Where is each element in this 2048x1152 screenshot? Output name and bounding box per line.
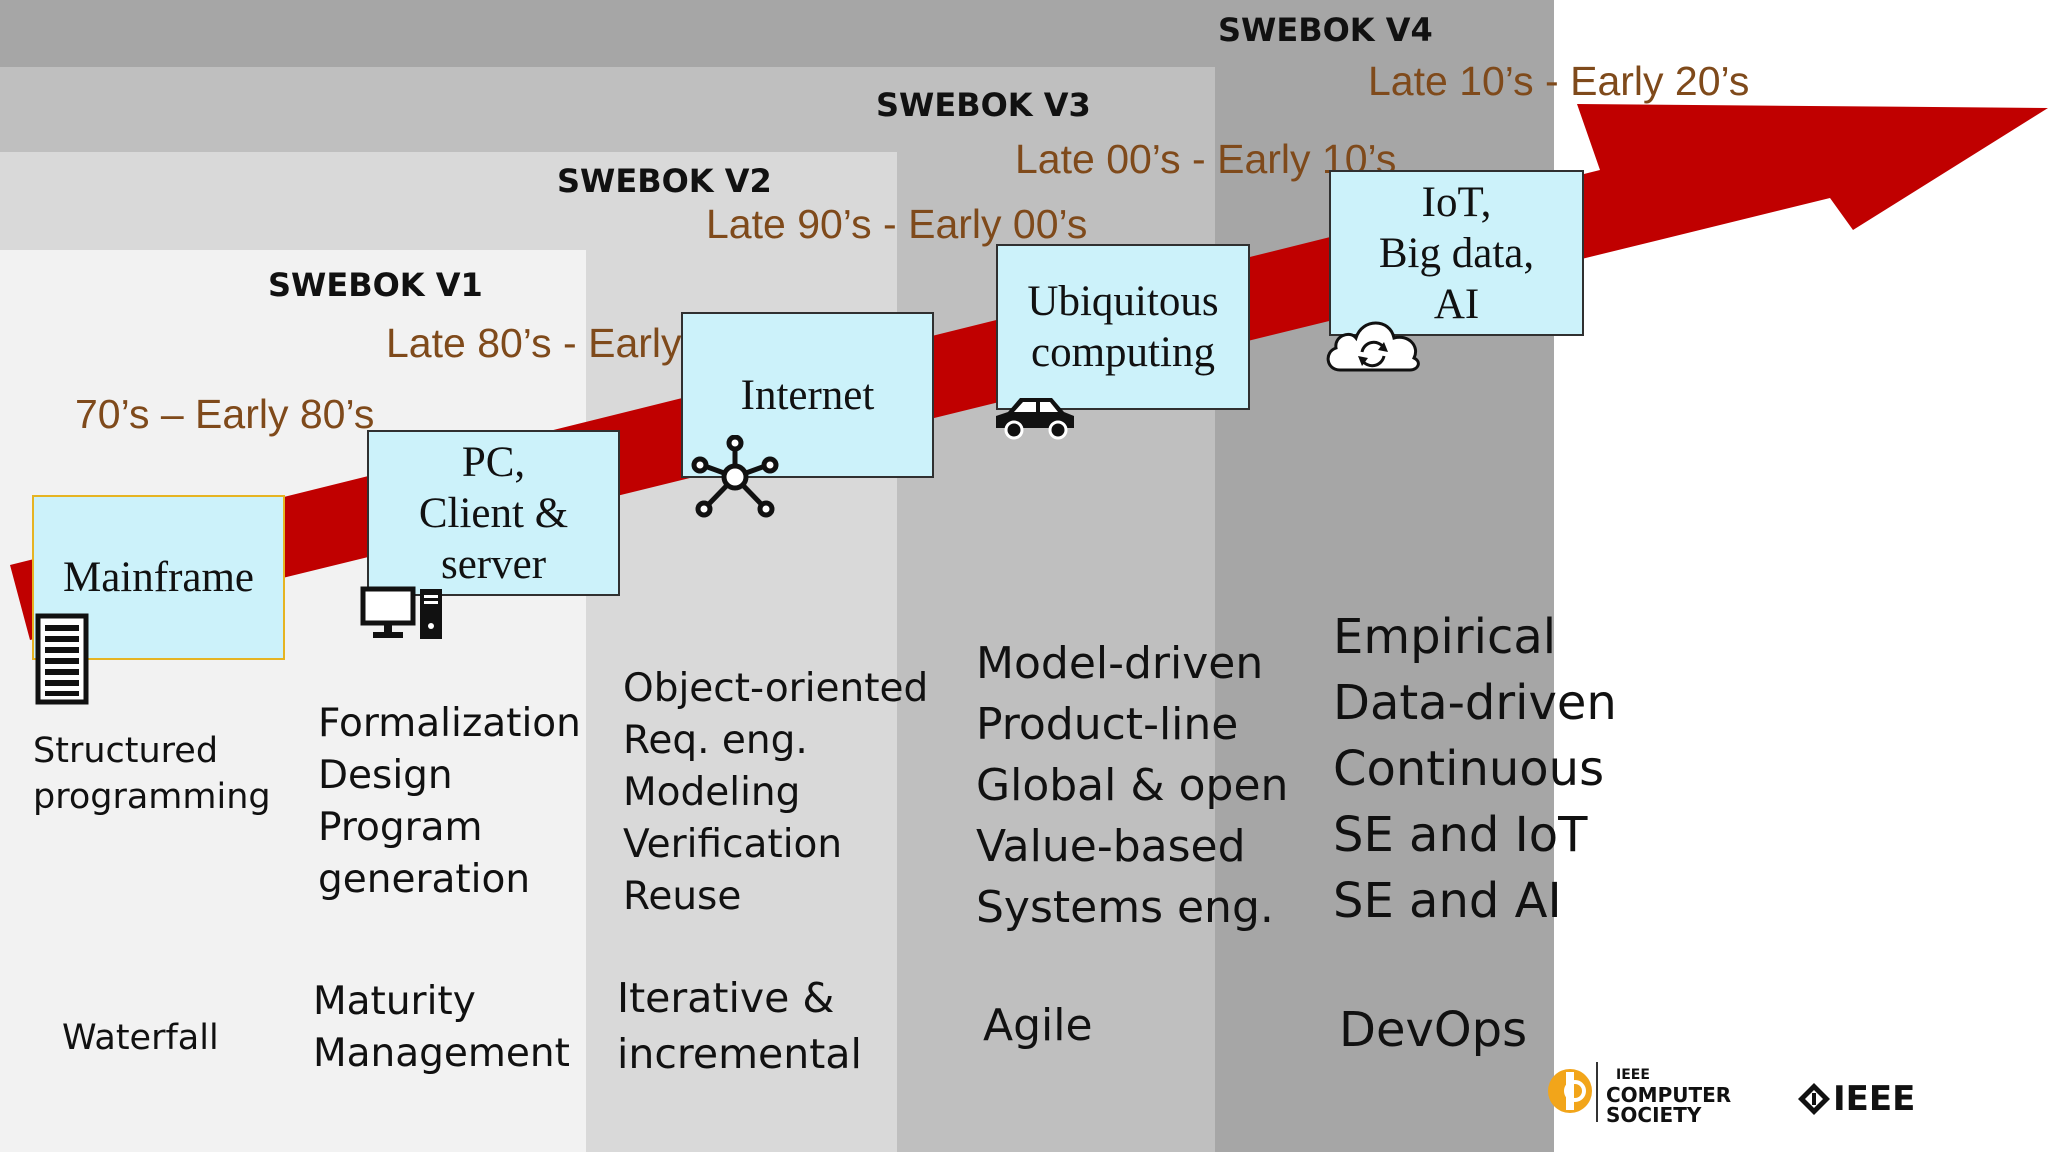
logo-text-computer: COMPUTER <box>1606 1083 1732 1107</box>
swebok-v3-label: SWEBOK V3 <box>876 86 1091 124</box>
ieee-diamond-icon <box>1798 1083 1830 1115</box>
platform-box-mainframe: Mainframe <box>32 495 285 660</box>
practices-v1: Structured programming <box>33 731 271 817</box>
process-v4: DevOps <box>1339 1002 1528 1058</box>
process-v1: Waterfall <box>62 1018 219 1058</box>
platform-box-iot: IoT, Big data, AI <box>1329 170 1584 336</box>
era-label-3: Late 90’s - Early 00’s <box>706 201 1088 247</box>
process-v3: Iterative & incremental <box>617 974 862 1078</box>
logo-text-ieee-small: IEEE <box>1616 1067 1650 1083</box>
practices-v3-new: Model-driven Product-line Global & open … <box>976 638 1289 933</box>
desktop-computer-icon <box>360 586 442 639</box>
server-rack-icon <box>35 613 89 705</box>
swebok-v1-label: SWEBOK V1 <box>268 266 483 304</box>
practices-v4: Empirical Data-driven Continuous SE and … <box>1333 609 1617 929</box>
platform-label-pc: PC, Client & server <box>418 438 569 588</box>
cloud-sync-icon <box>1326 321 1420 372</box>
logo-divider <box>1596 1062 1598 1122</box>
platform-box-pc: PC, Client & server <box>367 430 620 596</box>
computer-society-logo-mark <box>1546 1062 1594 1120</box>
platform-label-internet: Internet <box>740 371 875 419</box>
swebok-v2-label: SWEBOK V2 <box>557 162 772 200</box>
swebok-v4-label: SWEBOK V4 <box>1218 11 1433 49</box>
car-icon <box>996 398 1074 440</box>
network-hub-icon <box>691 435 779 518</box>
platform-box-ubiquitous: Ubiquitous computing <box>996 244 1250 410</box>
era-label-5: Late 10’s - Early 20’s <box>1368 58 1750 104</box>
platform-label-ubiquitous: Ubiquitous computing <box>1027 278 1219 376</box>
process-v3-new: Agile <box>983 1000 1093 1051</box>
platform-label-mainframe: Mainframe <box>62 554 255 601</box>
swebok-v1-band <box>0 250 586 1152</box>
process-v2: Maturity Management <box>313 979 570 1076</box>
ieee-logo: IEEE <box>1797 1079 1915 1119</box>
era-label-1: 70’s – Early 80’s <box>75 391 375 437</box>
ieee-logo-text: IEEE <box>1833 1079 1916 1119</box>
practices-v2: Formalization Design Program generation <box>318 701 581 902</box>
platform-label-iot: IoT, Big data, AI <box>1378 178 1535 328</box>
logo-text-society: SOCIETY <box>1606 1103 1702 1127</box>
practices-v3: Object-oriented Req. eng. Modeling Verif… <box>623 666 929 919</box>
computer-society-logo: IEEE COMPUTER SOCIETY <box>1606 1065 1731 1125</box>
platform-box-internet: Internet <box>681 312 934 478</box>
